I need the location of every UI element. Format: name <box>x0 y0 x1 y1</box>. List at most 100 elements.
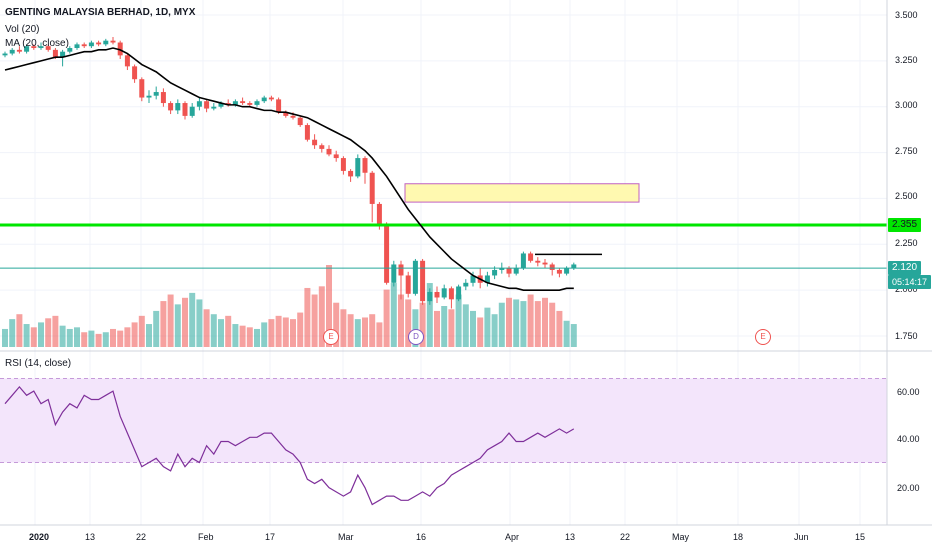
volume-bar <box>477 317 484 347</box>
volume-bar <box>513 299 520 347</box>
ma-legend[interactable]: MA (20, close) <box>5 38 69 49</box>
candle-body <box>9 49 15 54</box>
price-tick: 2.250 <box>895 238 918 248</box>
candle-body <box>420 260 426 302</box>
volume-bar <box>311 294 318 347</box>
candle-body <box>196 101 202 107</box>
volume-bar <box>102 332 109 347</box>
resistance-zone[interactable] <box>404 183 640 203</box>
volume-bar <box>506 297 512 347</box>
volume-bar <box>297 312 304 347</box>
candle-body <box>88 42 94 47</box>
time-label: 13 <box>565 532 576 542</box>
candle-body <box>60 51 66 58</box>
volume-bar <box>160 301 167 347</box>
volume-bar <box>556 310 563 347</box>
candle-body <box>384 224 390 283</box>
time-label: 17 <box>265 532 276 542</box>
candle-body <box>448 288 454 300</box>
dividend-marker[interactable]: D <box>408 329 424 345</box>
volume-bar <box>534 301 541 347</box>
ma-line <box>4 47 574 291</box>
volume-bar <box>138 315 145 347</box>
volume-bar <box>88 330 95 347</box>
volume-bar <box>282 317 289 347</box>
candle-body <box>232 101 238 105</box>
volume-legend[interactable]: Vol (20) <box>5 24 40 35</box>
volume-bar <box>30 327 37 347</box>
rsi-band <box>0 378 887 463</box>
volume-bar <box>45 318 52 347</box>
volume-bar <box>153 310 160 347</box>
volume-bar <box>124 327 131 347</box>
candle-body <box>96 42 102 45</box>
volume-bar <box>95 333 102 347</box>
candle-body <box>513 268 519 274</box>
candle-body <box>528 253 534 261</box>
candle-body <box>355 158 361 177</box>
candle-body <box>139 79 145 98</box>
earnings-marker[interactable]: E <box>323 329 339 345</box>
volume-bar <box>232 324 239 347</box>
volume-bar <box>239 325 246 347</box>
candle-body <box>398 264 404 276</box>
volume-bar <box>441 306 448 347</box>
candle-body <box>261 97 267 102</box>
volume-bar <box>110 328 116 347</box>
candle-body <box>211 106 217 109</box>
volume-bar <box>542 297 548 347</box>
symbol-title[interactable]: GENTING MALAYSIA BERHAD, 1D, MYX <box>5 7 196 18</box>
volume-bar <box>9 319 16 347</box>
volume-bar <box>347 314 354 347</box>
rsi-legend[interactable]: RSI (14, close) <box>5 358 72 369</box>
candle-body <box>369 172 375 204</box>
volume-bar <box>354 319 361 347</box>
time-label: 16 <box>416 532 427 542</box>
volume-bar <box>383 289 390 347</box>
candle-body <box>434 291 440 298</box>
volume-bar <box>563 320 570 347</box>
candle-body <box>326 148 332 155</box>
candle-body <box>240 101 246 104</box>
candles <box>2 37 577 309</box>
candle-body <box>268 97 274 100</box>
volume-bars <box>2 265 577 347</box>
volume-bar <box>369 314 376 347</box>
candle-body <box>348 170 354 177</box>
candle-body <box>168 103 174 111</box>
earnings-marker[interactable]: E <box>755 329 771 345</box>
price-tick: 2.750 <box>895 146 918 156</box>
volume-bar <box>448 309 455 347</box>
volume-bar <box>390 283 397 347</box>
candle-body <box>204 101 210 109</box>
candle-body <box>441 288 447 298</box>
price-tick: 3.000 <box>895 100 918 110</box>
candle-body <box>117 42 123 56</box>
price-tick: 2.500 <box>895 191 918 201</box>
volume-bar <box>81 332 88 347</box>
candle-body <box>16 49 22 52</box>
candle-body <box>333 154 339 159</box>
candle-body <box>290 115 296 118</box>
volume-bar <box>38 322 44 347</box>
volume-bar <box>196 299 203 347</box>
candle-body <box>463 282 469 287</box>
rsi-line <box>4 385 575 506</box>
volume-bar <box>405 299 412 347</box>
candle-body <box>391 264 397 283</box>
volume-bar <box>549 302 556 347</box>
rsi-tick: 40.00 <box>897 434 920 444</box>
volume-bar <box>362 317 368 347</box>
candle-body <box>312 139 318 146</box>
volume-bar <box>340 309 347 347</box>
volume-bar <box>326 265 332 347</box>
volume-bar <box>2 328 8 347</box>
volume-bar <box>412 309 419 347</box>
candle-body <box>124 55 130 67</box>
candle-body <box>297 117 303 126</box>
volume-bar <box>275 315 282 347</box>
volume-bar <box>189 292 196 347</box>
volume-bar <box>52 315 59 347</box>
volume-bar <box>333 302 340 347</box>
